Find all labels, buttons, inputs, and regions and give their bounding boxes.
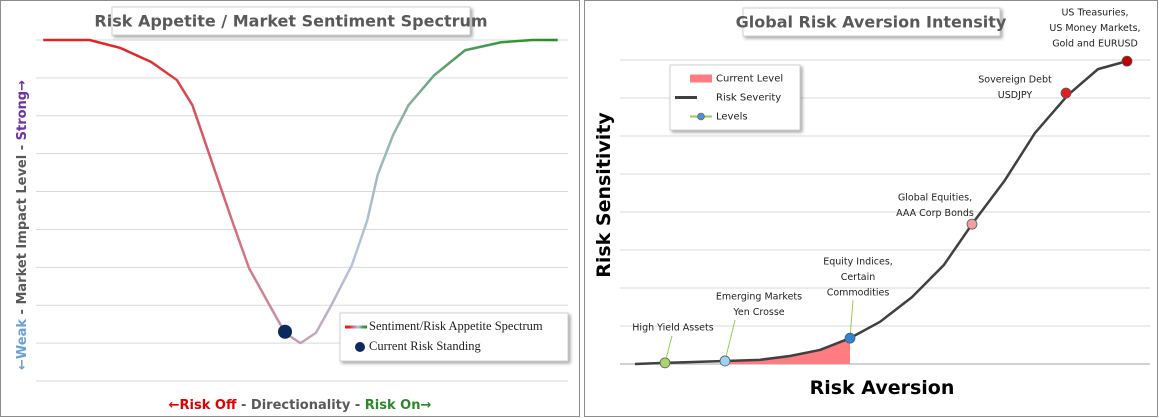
marker xyxy=(1121,55,1133,67)
level-label: Gold and EURUSD xyxy=(1052,39,1138,50)
level-label: Emerging Markets xyxy=(716,291,802,302)
legend-label: Current Level xyxy=(716,74,783,85)
x-axis-label: ←Risk Off - Directionality - Risk On→ xyxy=(169,398,432,413)
level-label: Global Equities, xyxy=(898,193,972,204)
level-label: USDJPY xyxy=(998,90,1033,101)
chart-title: Global Risk Aversion Intensity xyxy=(736,13,1007,32)
legend-swatch xyxy=(345,325,367,329)
legend-label: Levels xyxy=(716,112,748,123)
marker xyxy=(1060,87,1072,99)
level-label: Equity Indices, xyxy=(823,257,893,268)
marker xyxy=(719,355,731,367)
y-axis-label: Risk Sensitivity xyxy=(593,112,615,278)
level-label: Commodities xyxy=(827,288,890,299)
legend-swatch xyxy=(690,74,712,83)
x-axis-label-part: ←Risk Off xyxy=(169,398,237,413)
legend-box xyxy=(339,312,569,362)
level-label: Yen Crosse xyxy=(732,307,784,318)
legend-label: Risk Severity xyxy=(716,93,781,104)
x-axis-label-part: - Directionality - xyxy=(236,398,364,413)
level-label: Sovereign Debt xyxy=(978,75,1052,86)
level-label: AAA Corp Bonds xyxy=(896,208,974,219)
y-axis-label-part: - Market Impact Level - xyxy=(15,140,30,319)
leader-line xyxy=(849,300,854,339)
legend-swatch xyxy=(675,96,697,99)
legend-label: Current Risk Standing xyxy=(369,339,482,353)
title-box xyxy=(742,7,1001,37)
x-axis-label-part: Risk On→ xyxy=(365,398,432,413)
level-label: US Money Markets, xyxy=(1049,23,1140,34)
chart-right: Risk Sensitivity Risk Aversion High Yield … xyxy=(593,7,1150,399)
line xyxy=(634,59,1128,366)
chart-title: Risk Appetite / Market Sentiment Spectru… xyxy=(94,12,487,31)
marker xyxy=(278,324,293,339)
legend-swatch xyxy=(355,342,365,352)
line xyxy=(43,38,558,345)
marker xyxy=(659,357,671,369)
x-axis-label: Risk Aversion xyxy=(810,377,955,399)
x-axis-label-part: Risk Aversion xyxy=(810,377,955,399)
level-label: US Treasuries, xyxy=(1061,8,1128,19)
panel-right xyxy=(584,0,1158,417)
leader-line xyxy=(724,319,736,362)
level-label: Certain xyxy=(841,272,876,283)
marker xyxy=(844,332,856,344)
area xyxy=(725,338,850,364)
legend-swatch xyxy=(697,112,705,121)
chart-left: ←Weak - Market Impact Level - Strong→ ←Ri… xyxy=(15,6,569,413)
title-box xyxy=(111,6,471,36)
y-axis-label-part: Strong→ xyxy=(15,80,30,140)
y-axis-label-part: Risk Sensitivity xyxy=(593,112,615,278)
level-label: High Yield Assets xyxy=(632,322,713,333)
marker xyxy=(966,218,978,230)
y-axis-label-part: ←Weak xyxy=(15,319,30,370)
y-axis-label: ←Weak - Market Impact Level - Strong→ xyxy=(15,80,30,370)
legend-label: Sentiment/Risk Appetite Spectrum xyxy=(369,319,543,333)
